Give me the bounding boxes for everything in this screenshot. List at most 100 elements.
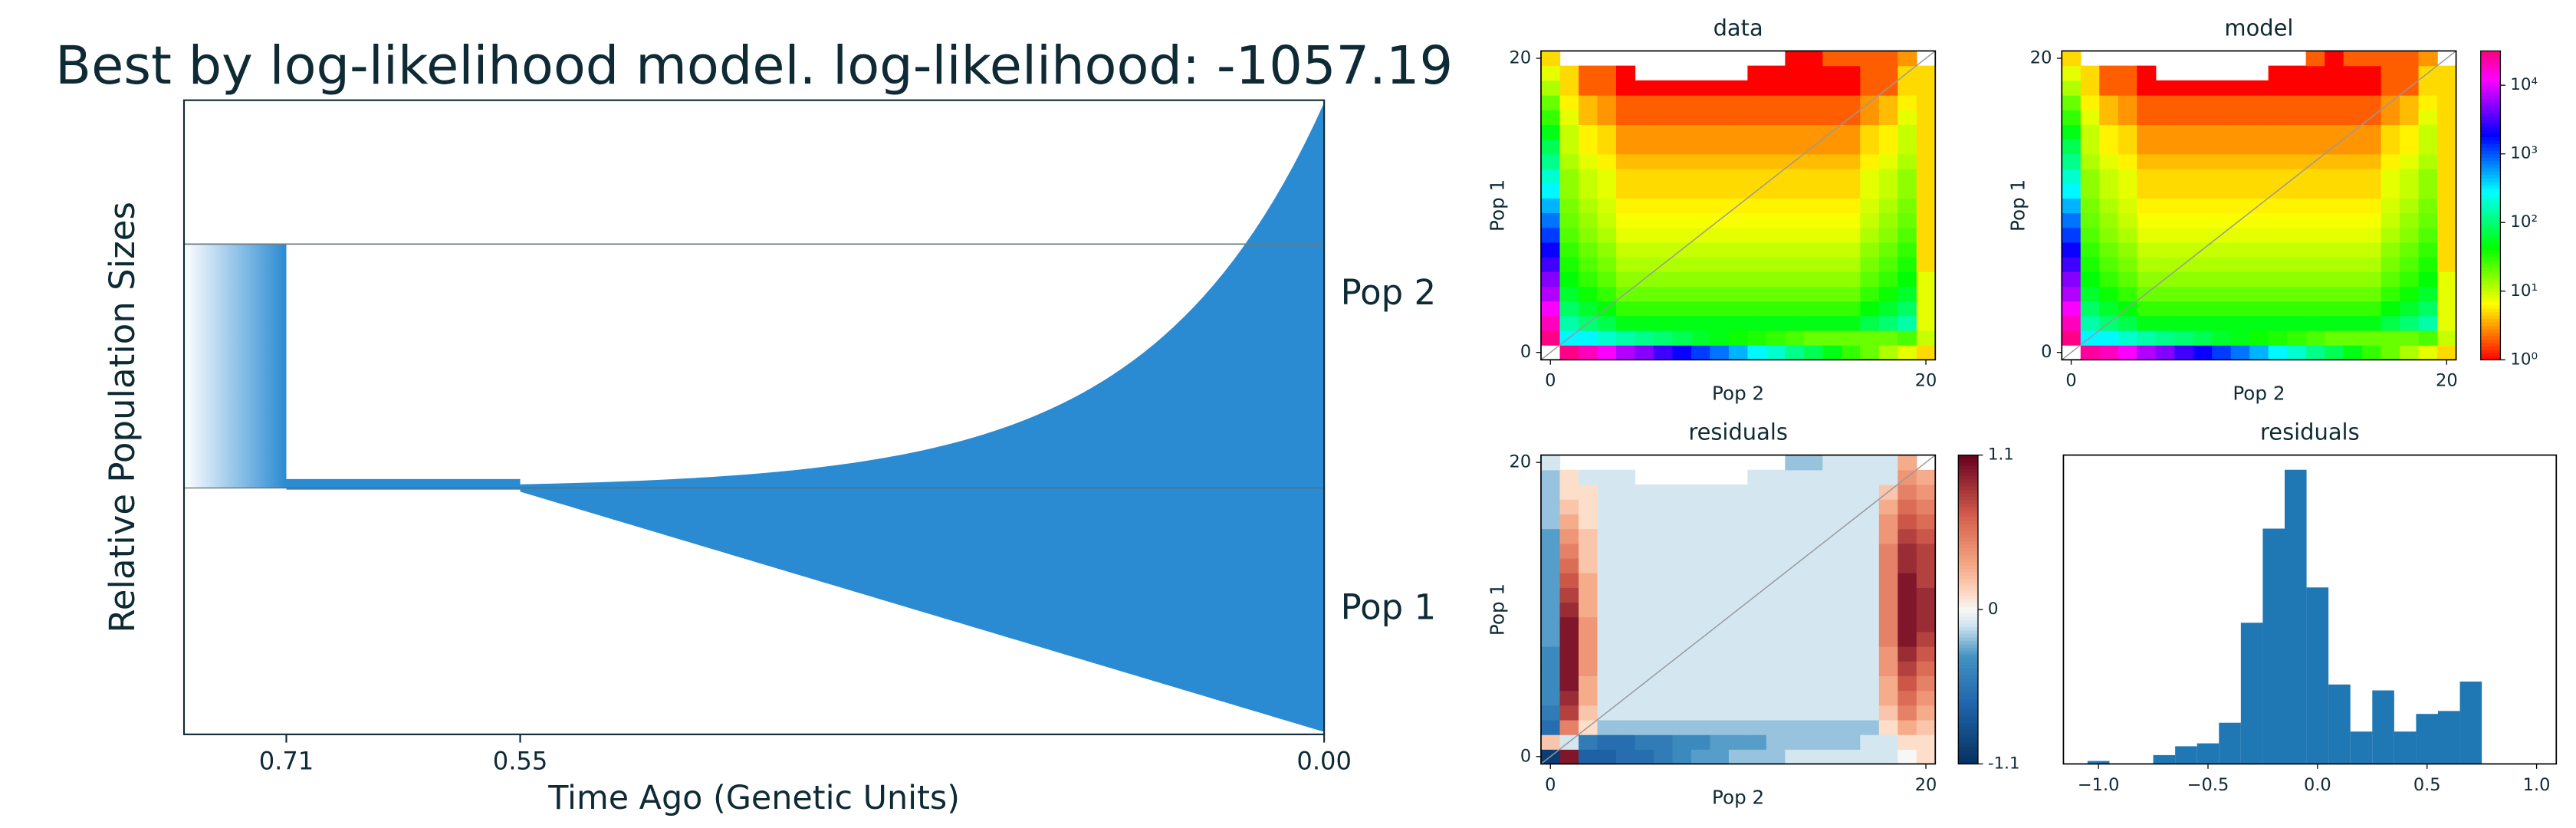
heatmap-cell bbox=[1841, 227, 1861, 243]
y-tick-label: 0 bbox=[1520, 342, 1531, 362]
heatmap-cell bbox=[1559, 557, 1579, 573]
colorbar-slice bbox=[1958, 468, 1978, 473]
heatmap-cell bbox=[2400, 198, 2420, 214]
colorbar-slice bbox=[1958, 705, 1978, 710]
heatmap-cell bbox=[1672, 499, 1692, 514]
heatmap-cell bbox=[2343, 183, 2363, 199]
heatmap-cell bbox=[1878, 602, 1898, 618]
heatmap-cell bbox=[1916, 65, 1936, 81]
heatmap-cell bbox=[2325, 257, 2344, 272]
heatmap-cell bbox=[1898, 587, 1917, 603]
heatmap-cell bbox=[1747, 227, 1767, 243]
heatmap-cell bbox=[1653, 705, 1674, 721]
heatmap-cell bbox=[1653, 301, 1674, 317]
heatmap-cell bbox=[1785, 734, 1805, 750]
heatmap-cell bbox=[1803, 242, 1823, 258]
heatmap-cell bbox=[1710, 198, 1730, 214]
heatmap-cell bbox=[1691, 139, 1711, 155]
colorbar-slice bbox=[1958, 478, 1978, 484]
heatmap-cell bbox=[1898, 330, 1917, 346]
heatmap-cell bbox=[1635, 301, 1654, 317]
heatmap-cell bbox=[1898, 646, 1917, 662]
heatmap-cell bbox=[1878, 675, 1898, 692]
colorbar-slice bbox=[2480, 130, 2501, 134]
heatmap-cell bbox=[1597, 94, 1617, 110]
heatmap-cell bbox=[1597, 139, 1617, 155]
heatmap-cell bbox=[1803, 675, 1823, 692]
heatmap-cell bbox=[2380, 315, 2400, 331]
heatmap-cell bbox=[2287, 271, 2307, 288]
heatmap-cell bbox=[1691, 153, 1711, 169]
chart-title: residuals bbox=[1688, 419, 1788, 445]
colorbar-slice bbox=[1958, 647, 1978, 652]
heatmap-cell bbox=[2343, 271, 2363, 288]
heatmap-cell bbox=[1916, 227, 1936, 243]
heatmap-cell bbox=[1541, 227, 1561, 243]
heatmap-cell bbox=[1841, 705, 1861, 721]
heatmap-cell bbox=[1822, 301, 1842, 317]
heatmap-cell bbox=[1541, 301, 1561, 317]
heatmap-cell bbox=[1597, 602, 1617, 618]
heatmap-cell bbox=[1822, 646, 1842, 662]
heatmap-cell bbox=[1898, 286, 1917, 302]
heatmap-cell bbox=[2362, 242, 2382, 258]
heatmap-cell bbox=[1559, 631, 1579, 647]
heatmap-cell bbox=[2343, 257, 2363, 272]
colorbar-slice bbox=[2480, 58, 2501, 62]
heatmap-cell bbox=[1822, 80, 1842, 96]
heatmap-cell bbox=[1747, 65, 1767, 81]
heatmap-cell bbox=[2380, 198, 2400, 214]
heatmap-cell bbox=[1841, 124, 1861, 140]
heatmap-cell bbox=[2155, 315, 2175, 331]
heatmap-cell bbox=[1578, 286, 1598, 302]
x-tick-label: 0 bbox=[1545, 775, 1556, 795]
heatmap-cell bbox=[1653, 198, 1674, 214]
heatmap-cell bbox=[1841, 587, 1861, 603]
heatmap-cell bbox=[1878, 65, 1898, 81]
heatmap-cell bbox=[2155, 345, 2175, 360]
heatmap-cell bbox=[1841, 153, 1861, 169]
y-axis-label: Pop 1 bbox=[2007, 179, 2029, 232]
heatmap-cell bbox=[1672, 573, 1692, 588]
heatmap-cell bbox=[2118, 330, 2137, 346]
heatmap-cell bbox=[1541, 602, 1561, 618]
heatmap-cell bbox=[2118, 227, 2137, 243]
histogram-bar bbox=[2240, 623, 2263, 764]
heatmap-cell bbox=[2099, 286, 2119, 302]
colorbar-tick-label: 10² bbox=[2510, 212, 2538, 232]
heatmap-cell bbox=[2230, 94, 2250, 110]
heatmap-cell bbox=[1747, 315, 1767, 331]
heatmap-cell bbox=[1898, 110, 1917, 125]
heatmap-cell bbox=[2437, 271, 2457, 288]
heatmap-cell bbox=[1898, 573, 1917, 588]
colorbar-slice bbox=[1958, 743, 1978, 748]
heatmap-cell bbox=[1635, 557, 1654, 573]
heatmap-cell bbox=[1541, 573, 1561, 588]
colorbar-slice bbox=[1958, 719, 1978, 724]
heatmap-cell bbox=[2080, 139, 2100, 155]
heatmap-cell bbox=[2362, 153, 2382, 169]
heatmap-cell bbox=[2155, 242, 2175, 258]
heatmap-cell bbox=[1766, 557, 1786, 573]
heatmap-cell bbox=[1747, 528, 1767, 544]
heatmap-cell bbox=[1672, 345, 1692, 360]
heatmap-cell bbox=[2362, 168, 2382, 184]
colorbar-slice bbox=[1958, 616, 1978, 621]
heatmap-cell bbox=[1559, 543, 1579, 559]
heatmap-cell bbox=[2343, 65, 2363, 81]
heatmap-cell bbox=[1766, 286, 1786, 302]
heatmap-cell bbox=[1597, 661, 1617, 676]
heatmap-cell bbox=[1541, 271, 1561, 288]
colorbar-slice bbox=[2480, 71, 2501, 76]
heatmap-cell bbox=[2325, 110, 2344, 125]
heatmap-cell bbox=[1710, 675, 1730, 692]
heatmap-cell bbox=[2174, 315, 2194, 331]
colorbar-slice bbox=[2480, 123, 2501, 127]
heatmap-cell bbox=[2212, 110, 2232, 125]
heatmap-cell bbox=[1822, 734, 1842, 750]
heatmap-cell bbox=[1710, 168, 1730, 184]
heatmap-cell bbox=[1916, 661, 1936, 676]
heatmap-cell bbox=[1635, 286, 1654, 302]
heatmap-cell bbox=[1766, 469, 1786, 485]
heatmap-cell bbox=[1822, 183, 1842, 199]
